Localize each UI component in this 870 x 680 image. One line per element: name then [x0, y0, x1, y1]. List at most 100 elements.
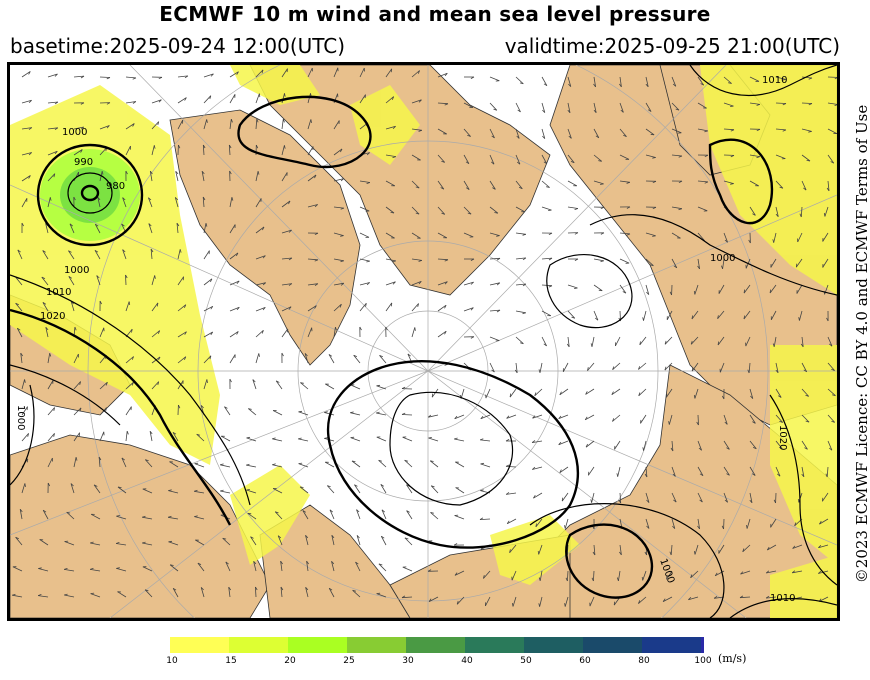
wind-arrow	[431, 388, 439, 398]
wind-arrow-head	[765, 595, 770, 599]
wind-arrow-head	[220, 463, 224, 466]
wind-arrow-head	[662, 598, 666, 602]
wind-arrow	[775, 180, 784, 189]
wind-arrow	[688, 596, 699, 601]
wind-arrow-head	[506, 415, 510, 419]
wind-arrow	[507, 518, 517, 525]
wind-arrow-head	[590, 499, 592, 503]
wind-arrow-head	[328, 354, 333, 357]
wind-arrow	[281, 257, 292, 260]
wind-arrow-head	[300, 382, 304, 384]
wind-arrow	[229, 354, 236, 364]
wind-arrow	[775, 440, 783, 450]
wind-arrow	[671, 492, 677, 503]
wind-arrow	[567, 76, 572, 87]
wind-arrow-head	[24, 483, 26, 487]
wind-arrow-head	[518, 186, 523, 190]
wind-arrow-head	[794, 522, 797, 526]
wind-arrow	[585, 414, 595, 421]
wind-arrow-head	[175, 171, 179, 175]
wind-arrow	[307, 204, 318, 208]
wind-arrow	[307, 119, 312, 130]
wind-arrow	[307, 146, 314, 156]
wind-arrow-head	[456, 600, 459, 605]
wind-arrow-head	[418, 281, 422, 285]
wind-arrow-head	[522, 283, 527, 287]
wind-arrow-head	[97, 196, 101, 201]
wind-arrow	[385, 68, 393, 78]
wind-arrow	[21, 406, 28, 416]
wind-arrow-head	[803, 369, 807, 373]
wind-arrow-head	[782, 103, 787, 106]
wind-arrow	[47, 127, 58, 130]
wind-arrow-head	[470, 281, 474, 285]
wind-arrow-head	[672, 83, 677, 87]
wind-arrow-head	[826, 317, 829, 322]
wind-arrow-head	[80, 149, 83, 153]
wind-arrow	[770, 518, 777, 528]
isobar-label: 1000	[62, 127, 87, 138]
wind-arrow-head	[131, 382, 134, 386]
wind-arrow	[558, 414, 569, 419]
wind-arrow	[277, 535, 283, 546]
wind-arrow	[202, 144, 205, 156]
wind-arrow	[801, 102, 813, 104]
wind-arrow-head	[247, 512, 252, 515]
wind-arrow-head	[454, 572, 458, 576]
wind-arrow-head	[506, 520, 510, 524]
wind-arrow	[697, 180, 709, 183]
wind-arrow-head	[149, 170, 153, 175]
wind-arrow-head	[354, 484, 358, 487]
wind-arrow-head	[440, 187, 444, 190]
wind-arrow	[333, 303, 342, 312]
wind-arrow-head	[280, 560, 283, 565]
wind-arrow-head	[724, 239, 728, 243]
wind-arrow	[116, 515, 127, 520]
wind-arrow-head	[206, 379, 208, 383]
wind-arrow	[827, 440, 833, 451]
wind-arrow	[509, 544, 517, 553]
wind-arrow	[42, 510, 49, 520]
wind-arrow	[691, 310, 699, 320]
wind-arrow-head	[154, 275, 156, 279]
wind-arrow-head	[750, 395, 754, 399]
wind-arrow-head	[559, 391, 562, 395]
wind-arrow	[177, 304, 187, 312]
wind-arrow	[723, 180, 734, 184]
wind-arrow-head	[314, 232, 319, 236]
wind-arrow-head	[324, 411, 328, 413]
wind-arrow	[801, 362, 808, 372]
wind-arrow-head	[717, 315, 719, 319]
wind-arrow	[480, 414, 491, 420]
wind-arrow-head	[772, 343, 775, 347]
wind-arrow	[619, 284, 627, 294]
wind-arrow	[378, 460, 387, 468]
wind-zone-southeast	[770, 555, 837, 618]
wind-arrow-head	[366, 152, 370, 156]
wind-arrow	[117, 486, 127, 494]
wind-arrow-head	[17, 327, 21, 331]
wind-zone-baffin-bay	[230, 65, 320, 105]
wind-arrow-head	[229, 170, 232, 175]
wind-arrow-head	[427, 569, 432, 572]
wind-arrow-head	[298, 462, 303, 464]
wind-arrow	[664, 362, 673, 371]
wind-arrow	[359, 94, 366, 104]
wind-arrow	[203, 379, 208, 390]
wind-arrow-head	[145, 459, 149, 462]
wind-arrow	[515, 257, 526, 260]
wind-arrow	[300, 382, 309, 390]
wind-arrow	[299, 486, 309, 494]
legend-swatch	[583, 637, 642, 653]
wind-arrow-head	[376, 384, 381, 387]
wind-arrow-head	[378, 563, 383, 566]
wind-arrow-head	[792, 545, 796, 549]
wind-arrow	[90, 569, 101, 572]
wind-arrow	[645, 258, 654, 266]
wind-arrow	[454, 515, 465, 520]
wind-arrow	[68, 276, 75, 286]
map-panel[interactable]: 1000 990 980 1000 1010 1020 1000 1010 10…	[7, 62, 840, 621]
wind-arrow	[645, 154, 656, 158]
wind-arrow-head	[352, 589, 357, 592]
wind-arrow	[149, 431, 153, 442]
